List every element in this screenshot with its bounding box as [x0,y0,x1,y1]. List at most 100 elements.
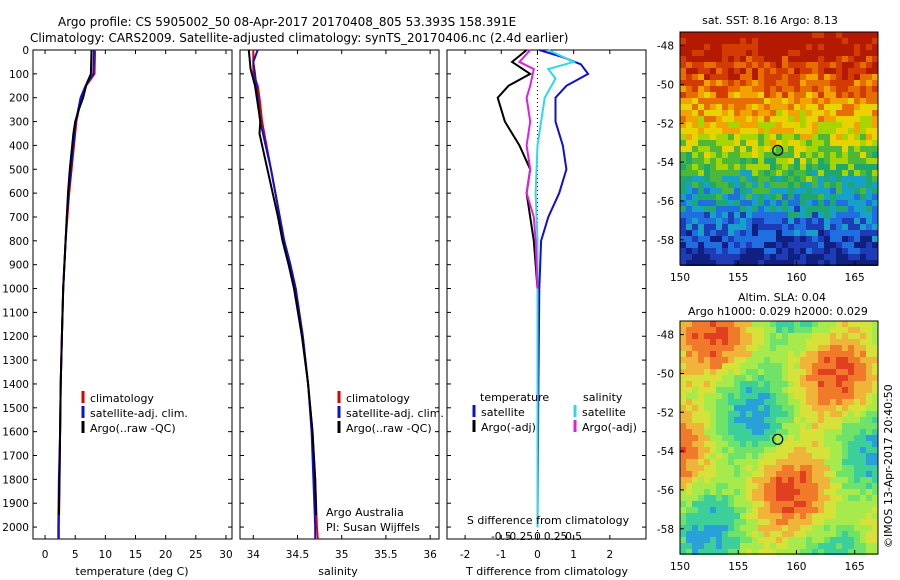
map-cell [710,104,716,110]
map-cell [818,194,824,200]
map-cell [872,405,878,411]
map-cell [848,260,854,266]
map-cell [800,170,806,176]
map-cell [704,495,710,501]
map-cell [776,507,782,513]
map-cell [836,495,842,501]
map-cell [806,447,812,453]
lon-tick-label: 155 [728,272,748,284]
map-cell [842,429,848,435]
map-cell [764,86,770,92]
map-cell [716,339,722,345]
map-cell [848,98,854,104]
map-cell [740,363,746,369]
map-cell [830,525,836,531]
map-cell [830,44,836,50]
map-cell [770,393,776,399]
map-cell [716,471,722,477]
map-cell [746,38,752,44]
map-cell [806,44,812,50]
map-cell [860,200,866,206]
map-cell [842,357,848,363]
map-cell [752,495,758,501]
map-cell [794,519,800,525]
map-cell [764,224,770,230]
map-cell [698,537,704,543]
map-cell [818,92,824,98]
map-cell [830,441,836,447]
map-cell [680,459,686,465]
map-cell [686,188,692,194]
map-cell [686,86,692,92]
map-cell [770,441,776,447]
map-cell [776,56,782,62]
map-cell [728,170,734,176]
map-cell [680,375,686,381]
map-cell [776,128,782,134]
map-cell [764,501,770,507]
map-cell [692,459,698,465]
x-tick-label: 34.5 [286,549,309,561]
map-cell [818,453,824,459]
map-cell [716,423,722,429]
map-cell [836,158,842,164]
map-cell [872,62,878,68]
map-cell [716,170,722,176]
map-cell [812,447,818,453]
map-cell [764,134,770,140]
map-cell [818,489,824,495]
map-cell [698,200,704,206]
map-cell [698,483,704,489]
map-cell [776,122,782,128]
map-cell [734,501,740,507]
map-cell [686,549,692,555]
map-cell [830,333,836,339]
map-cell [758,495,764,501]
map-cell [740,495,746,501]
map-cell [698,525,704,531]
x-tick-label: 25 [189,549,202,561]
map-cell [836,248,842,254]
map-cell [800,531,806,537]
map-cell [848,381,854,387]
map-cell [872,32,878,38]
map-cell [782,254,788,260]
map-cell [722,146,728,152]
map-cell [812,56,818,62]
map-cell [740,393,746,399]
map-cell [692,122,698,128]
map-cell [872,411,878,417]
map-cell [686,194,692,200]
map-cell [818,531,824,537]
map-cell [806,321,812,327]
map-cell [680,543,686,549]
map-cell [740,537,746,543]
map-cell [866,68,872,74]
map-cell [728,375,734,381]
map-cell [686,441,692,447]
map-cell [794,116,800,122]
map-cell [746,525,752,531]
x-tick-label: 35.5 [374,549,397,561]
map-cell [728,381,734,387]
map-cell [824,333,830,339]
map-cell [842,453,848,459]
map-cell [734,489,740,495]
map-cell [734,375,740,381]
map-cell [824,525,830,531]
map-cell [860,471,866,477]
map-cell [710,423,716,429]
map-cell [794,459,800,465]
map-cell [836,146,842,152]
map-cell [680,92,686,98]
map-cell [692,38,698,44]
map-cell [860,182,866,188]
map-cell [866,489,872,495]
map-cell [764,369,770,375]
map-cell [680,200,686,206]
map-cell [812,345,818,351]
map-cell [740,92,746,98]
map-cell [722,411,728,417]
map-cell [758,110,764,116]
map-cell [728,423,734,429]
